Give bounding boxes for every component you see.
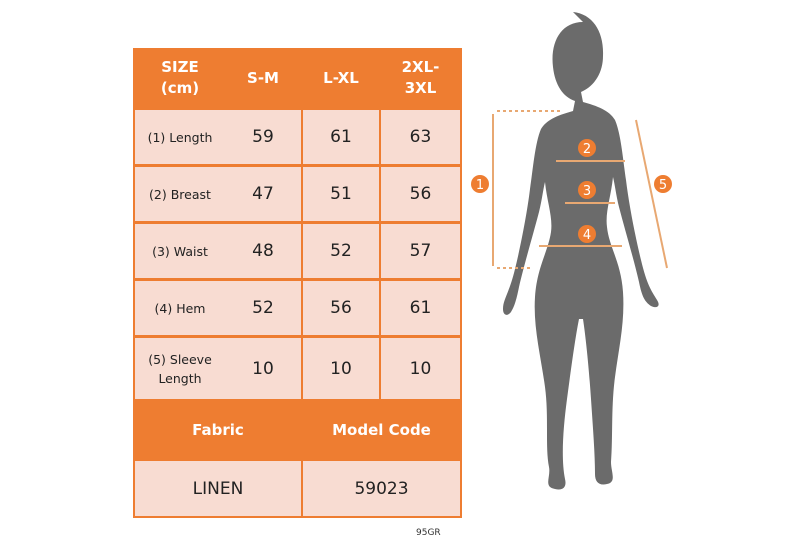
column-header: SIZE (cm) xyxy=(160,58,200,97)
table-cell: 59 xyxy=(225,110,301,164)
table-cell: 10 xyxy=(381,338,460,399)
row-label: (3) Waist xyxy=(135,224,225,278)
row-label: (4) Hem xyxy=(135,281,225,335)
table-cell: 63 xyxy=(381,110,460,164)
svg-text:1: 1 xyxy=(476,178,484,193)
svg-text:2: 2 xyxy=(583,142,591,157)
table-cell: 52 xyxy=(303,224,379,278)
table-cell: 51 xyxy=(303,167,379,221)
row-label: (5) Sleeve Length xyxy=(135,338,225,399)
fabric-header: Fabric xyxy=(192,420,244,439)
table-cell: 10 xyxy=(225,338,301,399)
measurement-marker-3: 3 xyxy=(578,181,596,199)
table-cell: 52 xyxy=(225,281,301,335)
silhouette xyxy=(503,12,659,490)
size-chart-table: SIZE (cm) S-M L-XL 2XL- 3XL (1) Length 59 61 63… xyxy=(133,48,462,518)
table-cell: 48 xyxy=(225,224,301,278)
row-label: (1) Length xyxy=(135,110,225,164)
column-header: S-M xyxy=(247,68,279,87)
model-code-header: Model Code xyxy=(332,420,431,439)
footer-code: 95GR xyxy=(416,528,441,538)
svg-text:4: 4 xyxy=(583,228,591,243)
measurement-marker-4: 4 xyxy=(578,225,596,243)
table-cell: 56 xyxy=(303,281,379,335)
measurement-marker-2: 2 xyxy=(578,139,596,157)
svg-text:5: 5 xyxy=(659,178,667,193)
table-cell: 61 xyxy=(381,281,460,335)
table-cell: 57 xyxy=(381,224,460,278)
table-cell: 47 xyxy=(225,167,301,221)
fabric-value: LINEN xyxy=(135,461,301,516)
column-header: 2XL- 3XL xyxy=(401,58,440,97)
model-code-value: 59023 xyxy=(303,461,460,516)
svg-text:3: 3 xyxy=(583,184,591,199)
table-cell: 61 xyxy=(303,110,379,164)
table-cell: 56 xyxy=(381,167,460,221)
table-cell: 10 xyxy=(303,338,379,399)
row-label: (2) Breast xyxy=(135,167,225,221)
measurement-marker-5: 5 xyxy=(654,175,672,193)
measurement-marker-1: 1 xyxy=(471,175,489,193)
column-header: L-XL xyxy=(323,68,359,87)
